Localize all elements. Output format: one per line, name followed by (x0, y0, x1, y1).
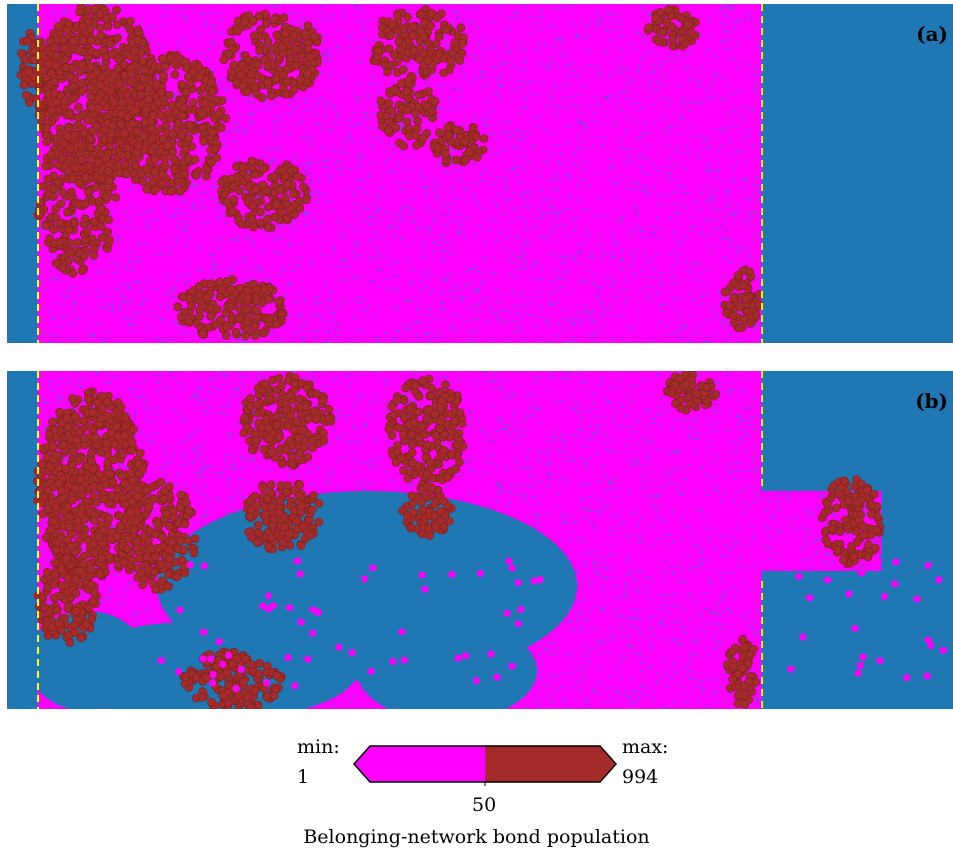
panel-a-label: (a) (916, 22, 948, 46)
panel-a-canvas (7, 4, 953, 343)
colorbar-max-label: max: (622, 736, 669, 758)
panel-a: (a) (7, 4, 953, 343)
colorbar-bar (352, 745, 618, 786)
panel-b: (b) (7, 371, 953, 709)
colorbar: min: 1 max: 994 50 Belonging-network bon… (0, 730, 953, 857)
void-region (357, 621, 537, 709)
panel-b-label: (b) (915, 389, 948, 413)
colorbar-min-value: 1 (297, 766, 310, 788)
colorbar-threshold-value: 50 (472, 794, 497, 816)
colorbar-title: Belonging-network bond population (303, 826, 650, 848)
colorbar-min-label: min: (297, 736, 340, 758)
void-region (227, 591, 387, 691)
colorbar-outline (352, 745, 618, 783)
panel-b-canvas (7, 371, 953, 709)
loose-particles (138, 557, 947, 693)
high-clusters (16, 4, 764, 341)
colorbar-max-value: 994 (622, 766, 659, 788)
colorbar-low-segment (354, 746, 485, 782)
high-clusters (33, 371, 885, 709)
colorbar-high-segment (485, 746, 616, 782)
